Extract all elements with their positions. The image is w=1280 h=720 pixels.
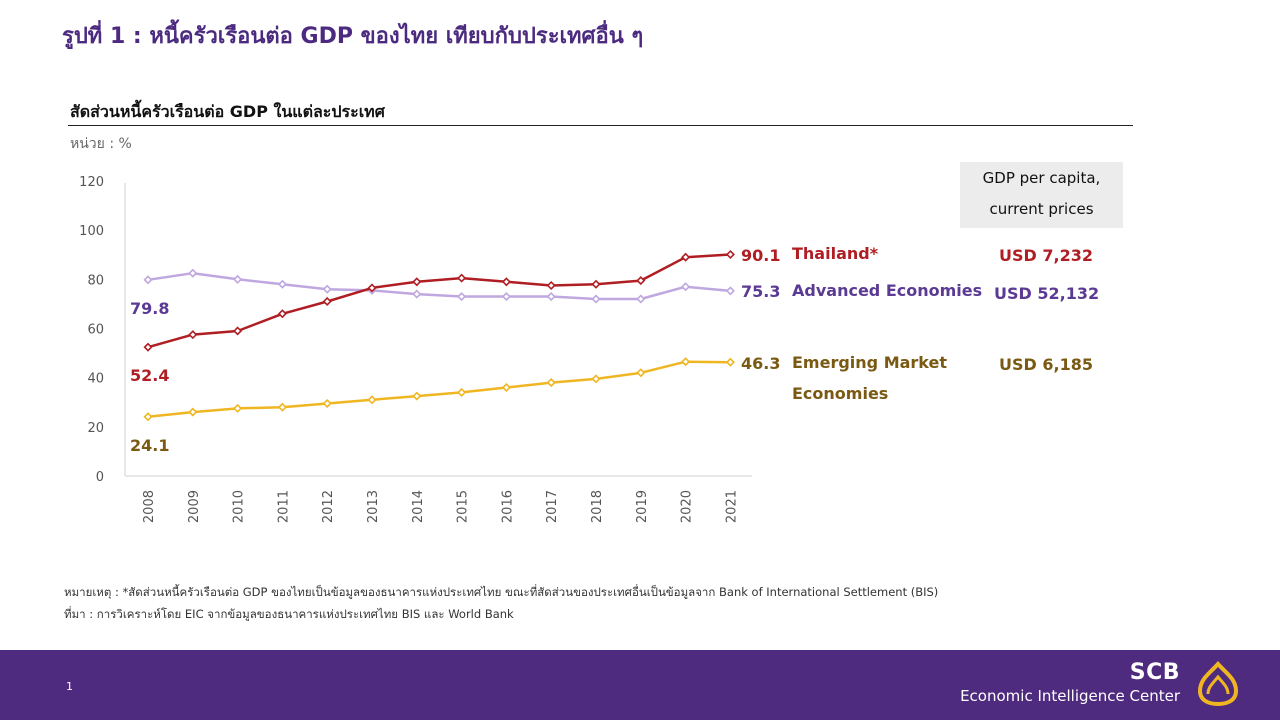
x-tick-label: 2015 (456, 490, 471, 523)
x-tick-label: 2011 (276, 490, 291, 523)
emerging-economies-point (591, 374, 601, 384)
legend-emerging-line2: Economies (792, 384, 888, 403)
gdp-value-advanced: USD 52,132 (994, 284, 1100, 303)
emerging-economies-point (143, 412, 153, 422)
emerging-economies-point (233, 403, 243, 413)
brand-name: SCB (1129, 660, 1180, 685)
advanced-economies-point (591, 294, 601, 304)
thailand-point (367, 283, 377, 293)
y-tick-label: 60 (87, 323, 104, 338)
advanced-economies-point (233, 274, 243, 284)
footer-bar: 1 SCB Economic Intelligence Center (0, 650, 1280, 720)
x-tick-label: 2020 (680, 490, 695, 523)
advanced-economies-point (501, 292, 511, 302)
emerging-economies-line (147, 360, 731, 419)
advanced-economies-point (636, 294, 646, 304)
chart-labels: 79.8 52.4 24.1 90.1 75.3 46.3 Thailand* Advance… (130, 244, 982, 455)
footnote-note: หมายเหตุ : *สัดส่วนหนี้ครัวเรือนต่อ GDP … (64, 585, 939, 599)
advanced-end-label: 75.3 (741, 282, 780, 301)
advanced-economies-point (725, 286, 735, 296)
y-tick-label: 0 (96, 470, 104, 485)
legend-advanced-economies: Advanced Economies (792, 281, 982, 300)
unit-label: หน่วย : % (70, 136, 132, 152)
y-tick-label: 100 (79, 224, 104, 239)
thailand-point (636, 276, 646, 286)
emerging-economies-point (636, 368, 646, 378)
scb-logo-icon (1197, 661, 1239, 707)
emerging-economies-point (412, 391, 422, 401)
emerging-economies-point (277, 402, 287, 412)
legend-emerging-line1: Emerging Market (792, 353, 947, 372)
thailand-point (412, 277, 422, 287)
thailand-start-label: 52.4 (130, 366, 169, 385)
x-tick-label: 2013 (366, 490, 381, 523)
x-tick-label: 2017 (545, 490, 560, 523)
chart-series (143, 249, 735, 422)
thailand-point (188, 330, 198, 340)
advanced-start-label: 79.8 (130, 299, 169, 318)
advanced-economies-point (143, 275, 153, 285)
x-tick-label: 2019 (635, 490, 650, 523)
x-tick-label: 2014 (411, 490, 426, 523)
y-tick-label: 80 (87, 273, 104, 288)
footnote-source: ที่มา : การวิเคราะห์โดย EIC จากข้อมูลของ… (64, 607, 514, 621)
page-number: 1 (66, 680, 73, 693)
subtitle-divider (68, 125, 1133, 126)
emerging-economies-point (457, 387, 467, 397)
advanced-economies-point (188, 268, 198, 278)
x-tick-label: 2008 (142, 490, 157, 523)
x-tick-label: 2012 (321, 490, 336, 523)
gdp-header-line2: current prices (989, 200, 1094, 218)
thailand-point (725, 249, 735, 260)
thailand-point (546, 280, 556, 291)
thailand-point (501, 277, 511, 287)
x-tick-label: 2016 (500, 490, 515, 523)
thailand-point (591, 279, 601, 289)
thailand-point (233, 326, 243, 336)
thailand-end-label: 90.1 (741, 246, 780, 265)
advanced-economies-point (277, 279, 287, 289)
brand-subtitle: Economic Intelligence Center (960, 687, 1180, 705)
advanced-economies-point (681, 282, 691, 292)
gdp-per-capita-header: GDP per capita, current prices (960, 162, 1123, 228)
emerging-economies-point (546, 378, 556, 388)
emerging-economies-point (322, 398, 332, 409)
advanced-economies-point (412, 289, 422, 299)
emerging-economies-point (681, 357, 691, 367)
emerging-start-label: 24.1 (130, 436, 169, 455)
advanced-economies-point (322, 284, 332, 294)
gdp-value-thailand: USD 7,232 (999, 246, 1093, 265)
x-tick-label: 2021 (724, 490, 739, 523)
line-chart: 0 20 40 60 80 100 120 2008 2009 2010 2011 2012 2013 2… (79, 175, 982, 523)
gdp-header-line1: GDP per capita, (982, 169, 1101, 187)
slide-title: รูปที่ 1 : หนี้ครัวเรือนต่อ GDP ของไทย เ… (62, 24, 644, 49)
y-tick-label: 120 (79, 175, 104, 190)
advanced-economies-line (147, 271, 731, 301)
chart-axes: 0 20 40 60 80 100 120 2008 2009 2010 2011 2012 2013 2… (79, 175, 752, 523)
chart-subtitle: สัดส่วนหนี้ครัวเรือนต่อ GDP ในแต่ละประเท… (70, 102, 385, 121)
gdp-value-emerging: USD 6,185 (999, 355, 1093, 374)
advanced-economies-point (457, 292, 467, 302)
emerging-economies-point (367, 395, 377, 405)
thailand-point (322, 296, 332, 306)
x-tick-label: 2010 (232, 490, 247, 523)
thailand-point (143, 342, 153, 352)
emerging-end-label: 46.3 (741, 354, 780, 373)
thailand-point (681, 252, 691, 262)
legend-thailand: Thailand* (792, 244, 879, 263)
emerging-economies-point (725, 357, 735, 367)
thailand-line (147, 253, 731, 349)
y-tick-label: 40 (87, 372, 104, 387)
y-tick-label: 20 (87, 421, 104, 436)
thailand-point (277, 309, 287, 319)
x-tick-label: 2018 (590, 490, 605, 523)
advanced-economies-point (546, 292, 556, 302)
x-tick-label: 2009 (187, 490, 202, 523)
emerging-economies-point (501, 382, 511, 393)
thailand-point (457, 273, 467, 283)
emerging-economies-point (188, 407, 198, 417)
